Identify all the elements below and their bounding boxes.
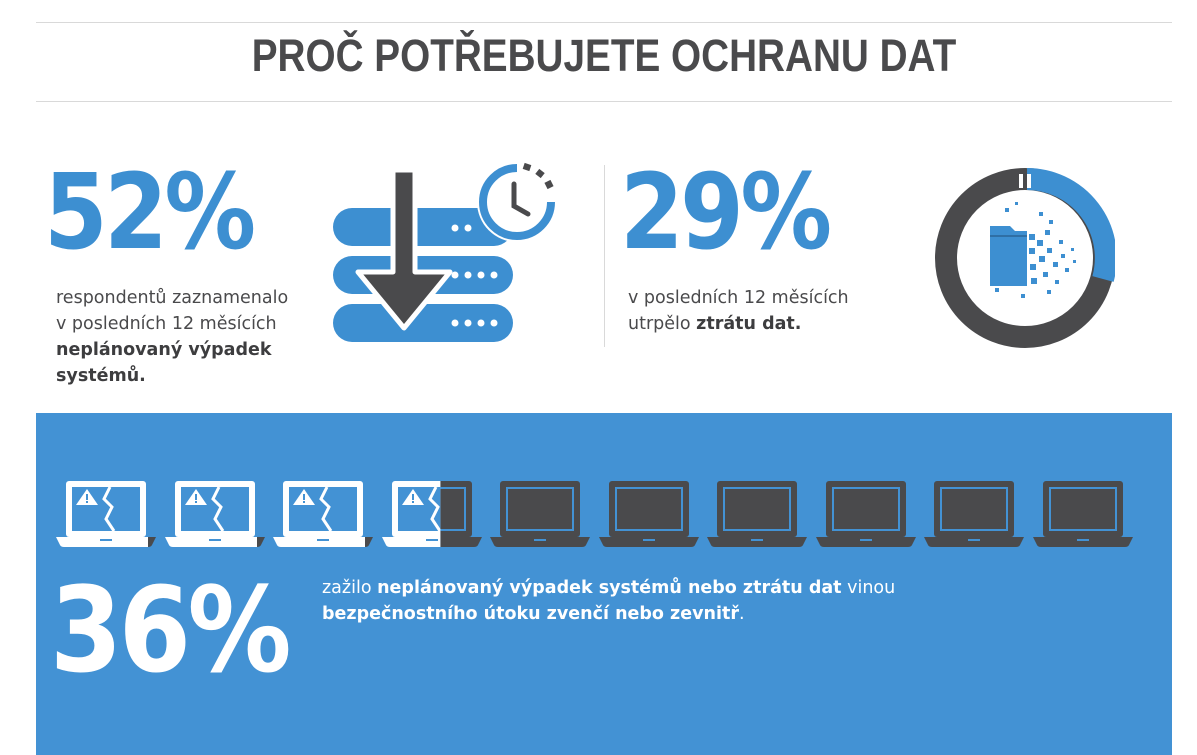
stat-52-value: 52% — [44, 151, 256, 273]
stat-36-b1: neplánovaný výpadek systémů nebo ztrátu … — [377, 578, 842, 598]
title-divider — [36, 101, 1172, 102]
top-divider — [36, 22, 1172, 23]
server-download-clock-icon — [330, 160, 565, 355]
security-attack-panel: 36% zažilo neplánovaný výpadek systémů n… — [36, 413, 1172, 755]
stat-52-line2: v posledních 12 měsících — [56, 314, 277, 334]
stat-52-bold2: systémů. — [56, 366, 146, 386]
stat-36-description: zažilo neplánovaný výpadek systémů nebo … — [322, 575, 962, 627]
broken-laptop-icon — [56, 479, 156, 549]
stat-52-description: respondentů zaznamenalo v posledních 12 … — [56, 285, 316, 389]
stat-52-bold: neplánovaný výpadek — [56, 340, 272, 360]
stat-29-pre: utrpělo — [628, 314, 697, 334]
stat-36-b2: bezpečnostního útoku zvenčí nebo zevnitř — [322, 604, 739, 624]
laptop-icon — [490, 479, 590, 549]
broken-laptop-icon — [381, 479, 482, 549]
stat-29-bold: ztrátu dat. — [696, 314, 802, 334]
laptop-icon — [598, 479, 699, 549]
stat-36-t2: vinou — [841, 578, 896, 598]
stat-36-t3: . — [738, 604, 745, 624]
page-title: PROČ POTŘEBUJETE OCHRANU DAT — [251, 30, 957, 81]
stat-36-t1: zažilo — [322, 578, 378, 598]
laptop-icon — [924, 479, 1024, 549]
stat-52-line1: respondentů zaznamenalo — [56, 288, 289, 308]
stats-separator — [604, 165, 605, 347]
laptop-icon — [707, 479, 807, 549]
stat-29-description: v posledních 12 měsících utrpělo ztrátu … — [628, 285, 898, 337]
broken-laptop-icon — [273, 479, 373, 549]
stat-29-line1: v posledních 12 měsících — [628, 288, 849, 308]
stat-29-value: 29% — [620, 151, 832, 273]
broken-laptop-icon — [164, 479, 265, 549]
laptop-icon — [1032, 479, 1133, 549]
stat-36-value: 36% — [50, 561, 292, 699]
data-loss-donut-icon — [935, 168, 1115, 348]
laptop-icon — [815, 479, 916, 549]
